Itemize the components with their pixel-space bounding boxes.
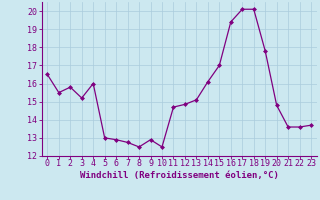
X-axis label: Windchill (Refroidissement éolien,°C): Windchill (Refroidissement éolien,°C): [80, 171, 279, 180]
